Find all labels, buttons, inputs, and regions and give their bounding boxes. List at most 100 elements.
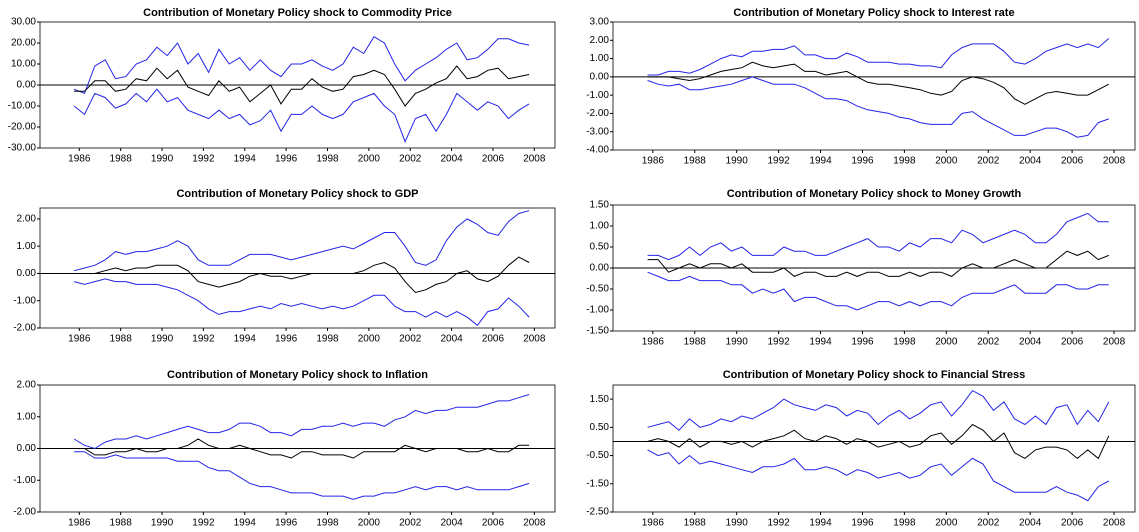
- y-tick-label: -3.00: [586, 126, 609, 137]
- y-tick-label: 0.00: [590, 263, 610, 274]
- x-tick-label: 1990: [726, 337, 749, 348]
- y-tick-label: -30.00: [8, 143, 37, 154]
- y-tick-label: 0.00: [17, 443, 37, 454]
- y-tick-label: 1.50: [590, 200, 610, 211]
- series-line: [73, 88, 530, 144]
- chart-title: Contribution of Monetary Policy shock to…: [176, 188, 418, 200]
- series-line: [74, 65, 530, 107]
- y-tick-label: -2.00: [586, 108, 609, 119]
- x-tick-label: 1992: [192, 334, 215, 345]
- y-tick-label: -1.00: [586, 305, 609, 316]
- series-line: [647, 61, 1110, 105]
- y-tick-label: 0.00: [590, 71, 610, 82]
- series-line: [73, 278, 530, 327]
- x-tick-label: 1994: [234, 518, 257, 529]
- x-tick-label: 2000: [358, 334, 381, 345]
- x-tick-label: 2000: [358, 518, 381, 529]
- chart-title: Contribution of Monetary Policy shock to…: [167, 369, 428, 381]
- x-tick-label: 1986: [68, 334, 91, 345]
- y-tick-label: 2.00: [17, 380, 37, 391]
- y-tick-label: 1.50: [590, 394, 610, 405]
- x-tick-label: 1994: [234, 334, 257, 345]
- x-tick-label: 1998: [893, 156, 916, 167]
- series-line: [73, 394, 530, 450]
- x-tick-label: 2002: [399, 334, 422, 345]
- y-tick-label: 1.00: [590, 221, 610, 232]
- plot-frame: [612, 384, 1136, 513]
- y-tick-label: -2.50: [586, 507, 609, 518]
- y-tick-label: -0.50: [586, 450, 609, 461]
- y-tick-label: 0.50: [590, 242, 610, 253]
- x-tick-label: 1994: [234, 154, 257, 165]
- y-tick-label: -1.00: [13, 475, 36, 486]
- y-tick-label: 3.00: [590, 17, 610, 28]
- chart-panel: Contribution of Monetary Policy shock to…: [586, 188, 1136, 348]
- x-tick-label: 1990: [151, 154, 174, 165]
- x-tick-label: 1992: [192, 518, 215, 529]
- chart-panel: Contribution of Monetary Policy shock to…: [8, 7, 556, 165]
- series-line: [74, 451, 530, 500]
- x-tick-label: 2006: [1061, 156, 1084, 167]
- y-tick-label: -1.00: [13, 295, 36, 306]
- y-tick-label: -1.50: [586, 478, 609, 489]
- x-tick-label: 2000: [935, 337, 958, 348]
- y-tick-label: 0.50: [590, 422, 610, 433]
- series-line: [73, 36, 530, 95]
- x-tick-label: 2006: [482, 518, 505, 529]
- y-tick-label: -20.00: [8, 122, 37, 133]
- x-tick-label: 2006: [482, 334, 505, 345]
- x-tick-label: 1988: [684, 337, 707, 348]
- x-tick-label: 1990: [726, 518, 749, 529]
- x-tick-label: 1998: [316, 518, 339, 529]
- x-tick-label: 1986: [68, 154, 91, 165]
- x-tick-label: 1988: [110, 518, 133, 529]
- x-tick-label: 1996: [851, 518, 874, 529]
- x-tick-label: 1994: [809, 337, 832, 348]
- x-tick-label: 2006: [1061, 518, 1084, 529]
- x-tick-label: 1992: [767, 156, 790, 167]
- x-tick-label: 1992: [767, 518, 790, 529]
- x-tick-label: 2004: [440, 334, 463, 345]
- plot-frame: [612, 21, 1136, 151]
- chart-title: Contribution of Monetary Policy shock to…: [727, 188, 1022, 200]
- x-tick-label: 1996: [275, 154, 298, 165]
- series-line: [74, 256, 530, 294]
- x-tick-label: 1988: [110, 334, 133, 345]
- x-tick-label: 2008: [1103, 156, 1126, 167]
- x-tick-label: 2004: [440, 518, 463, 529]
- x-tick-label: 2004: [1019, 518, 1042, 529]
- y-tick-label: 1.00: [590, 53, 610, 64]
- x-tick-label: 1996: [851, 337, 874, 348]
- x-tick-label: 1994: [809, 518, 832, 529]
- x-tick-label: 1998: [316, 334, 339, 345]
- series-line: [647, 76, 1109, 138]
- chart-panel: Contribution of Monetary Policy shock to…: [586, 7, 1136, 167]
- x-tick-label: 2004: [440, 154, 463, 165]
- series-line: [73, 210, 530, 272]
- x-tick-label: 2002: [977, 156, 1000, 167]
- x-tick-label: 2006: [482, 154, 505, 165]
- x-tick-label: 1986: [68, 518, 91, 529]
- series-line: [647, 271, 1109, 311]
- x-tick-label: 2000: [935, 156, 958, 167]
- x-tick-label: 1998: [893, 518, 916, 529]
- x-tick-label: 1990: [151, 518, 174, 529]
- x-tick-label: 1998: [893, 337, 916, 348]
- x-tick-label: 1988: [684, 156, 707, 167]
- x-tick-label: 1988: [684, 518, 707, 529]
- x-tick-label: 1996: [275, 334, 298, 345]
- x-tick-label: 1996: [275, 518, 298, 529]
- chart-panel: Contribution of Monetary Policy shock to…: [13, 188, 556, 345]
- chart-panel: Contribution of Monetary Policy shock to…: [586, 369, 1136, 529]
- x-tick-label: 2008: [523, 334, 546, 345]
- series-line: [647, 389, 1110, 431]
- y-tick-label: 1.00: [17, 241, 37, 252]
- x-tick-label: 2002: [977, 518, 1000, 529]
- x-tick-label: 2002: [977, 337, 1000, 348]
- x-tick-label: 1998: [316, 154, 339, 165]
- series-line: [647, 38, 1110, 76]
- chart-title: Contribution of Monetary Policy shock to…: [143, 7, 452, 19]
- chart-title: Contribution of Monetary Policy shock to…: [723, 369, 1026, 381]
- x-tick-label: 2008: [1103, 337, 1126, 348]
